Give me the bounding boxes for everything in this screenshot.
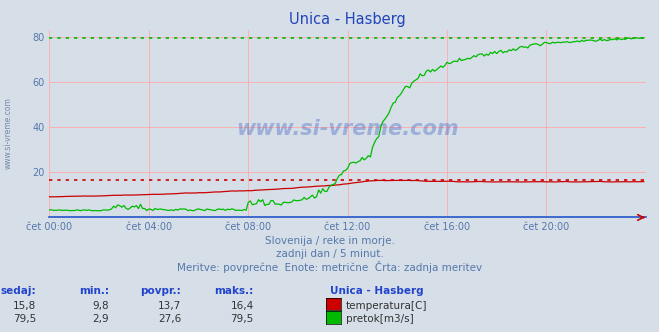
Text: pretok[m3/s]: pretok[m3/s] [346,314,414,324]
Title: Unica - Hasberg: Unica - Hasberg [289,12,406,27]
Text: zadnji dan / 5 minut.: zadnji dan / 5 minut. [275,249,384,259]
Text: 9,8: 9,8 [92,301,109,311]
Text: 79,5: 79,5 [13,314,36,324]
Text: maks.:: maks.: [214,286,254,296]
Text: Slovenija / reke in morje.: Slovenija / reke in morje. [264,236,395,246]
Text: min.:: min.: [78,286,109,296]
Text: 27,6: 27,6 [158,314,181,324]
Text: 16,4: 16,4 [231,301,254,311]
Text: sedaj:: sedaj: [1,286,36,296]
Text: 15,8: 15,8 [13,301,36,311]
Text: 13,7: 13,7 [158,301,181,311]
Text: www.si-vreme.com: www.si-vreme.com [3,97,13,169]
Text: povpr.:: povpr.: [140,286,181,296]
Text: temperatura[C]: temperatura[C] [346,301,428,311]
Text: Meritve: povprečne  Enote: metrične  Črta: zadnja meritev: Meritve: povprečne Enote: metrične Črta:… [177,261,482,273]
Text: 79,5: 79,5 [231,314,254,324]
Text: www.si-vreme.com: www.si-vreme.com [237,119,459,139]
Text: Unica - Hasberg: Unica - Hasberg [330,286,423,296]
Text: 2,9: 2,9 [92,314,109,324]
